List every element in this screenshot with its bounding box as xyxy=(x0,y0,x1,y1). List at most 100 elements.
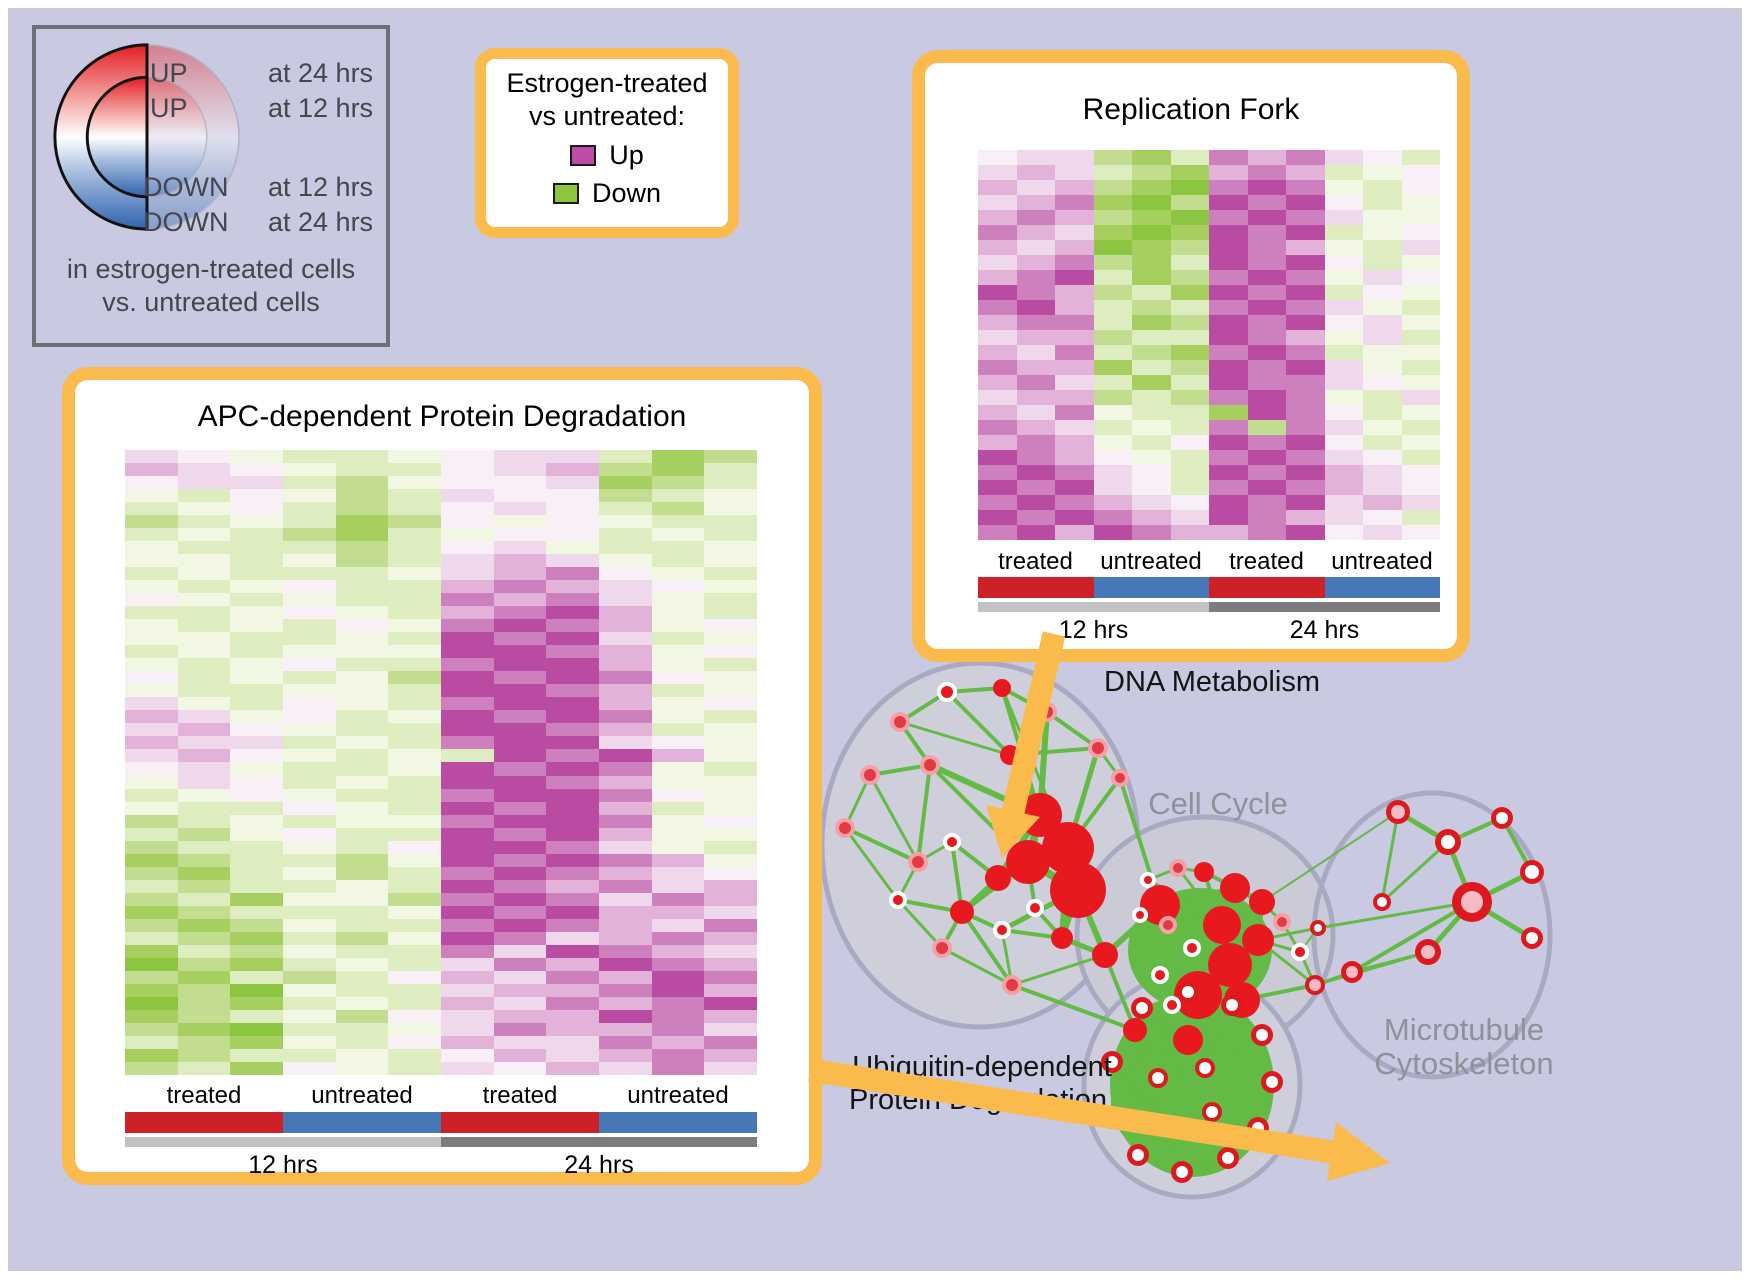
heatmap-cell xyxy=(1401,165,1440,180)
network-node xyxy=(1051,927,1073,949)
heatmap-cell xyxy=(283,658,336,672)
heatmap-cell xyxy=(651,1035,705,1049)
heatmap-cell xyxy=(546,957,599,971)
heatmap-cell xyxy=(388,502,441,516)
legend-dir-down-12: DOWN xyxy=(143,172,229,202)
heatmap-cell xyxy=(1363,225,1402,240)
network-edge xyxy=(1011,953,1106,987)
heatmap-cell xyxy=(441,892,494,906)
heatmap-cell xyxy=(493,697,547,711)
apc-treated-bar-12 xyxy=(125,1112,283,1133)
legend-time-12-up: at 12 hrs xyxy=(268,93,374,123)
heatmap-cell xyxy=(1363,165,1402,180)
heatmap-cell xyxy=(651,892,705,906)
heatmap-cell xyxy=(704,788,757,802)
heatmap-cell xyxy=(388,1048,441,1062)
heatmap-cell xyxy=(125,658,178,672)
heatmap-cell xyxy=(1055,495,1094,510)
heatmap-cell xyxy=(1209,225,1248,240)
heatmap-cell xyxy=(493,710,547,724)
heatmap-cell xyxy=(125,762,178,776)
heatmap-cell xyxy=(125,619,178,633)
heatmap-cell xyxy=(177,801,231,815)
heatmap-cell xyxy=(283,918,336,932)
heatmap-cell xyxy=(599,918,652,932)
heatmap-cell xyxy=(441,697,494,711)
legend-dir-up-12: UP xyxy=(150,93,188,123)
heatmap-cell xyxy=(283,710,336,724)
heatmap-cell xyxy=(1324,285,1363,300)
heatmap-cell xyxy=(1093,210,1132,225)
heatmap-cell xyxy=(1016,525,1055,540)
heatmap-cell xyxy=(388,1009,441,1023)
heatmap-cell xyxy=(125,450,178,464)
heatmap-cell xyxy=(978,345,1017,360)
heatmap-cell xyxy=(230,788,283,802)
heatmap-cell xyxy=(1363,210,1402,225)
heatmap-cell xyxy=(283,775,336,789)
heatmap-cell xyxy=(1209,525,1248,540)
heatmap-cell xyxy=(1363,345,1402,360)
estrogen-key-title-line2: vs untreated: xyxy=(528,101,686,131)
network-node-center xyxy=(1525,865,1539,879)
heatmap-cell xyxy=(441,853,494,867)
network-edge xyxy=(941,946,1013,987)
heatmap-cell xyxy=(388,710,441,724)
heatmap-cell xyxy=(1401,240,1440,255)
heatmap-cell xyxy=(1016,465,1055,480)
heatmap-cell xyxy=(388,567,441,581)
heatmap-cell xyxy=(1093,420,1132,435)
heatmap-cell xyxy=(599,476,652,490)
heatmap-cell xyxy=(177,775,231,789)
heatmap-cell xyxy=(230,762,283,776)
heatmap-cell xyxy=(651,905,705,919)
rf-24hrs-bar xyxy=(1209,602,1440,612)
apc-title: APC-dependent Protein Degradation xyxy=(197,400,687,433)
heatmap-cell xyxy=(1170,345,1209,360)
network-node-center xyxy=(1266,1076,1278,1088)
network-node-center xyxy=(1152,1072,1164,1084)
heatmap-cell xyxy=(1170,240,1209,255)
network-node-center xyxy=(1421,945,1435,959)
heatmap-cell xyxy=(1209,180,1248,195)
heatmap-cell xyxy=(651,502,705,516)
heatmap-cell xyxy=(1055,225,1094,240)
heatmap-cell xyxy=(388,489,441,503)
heatmap-cell xyxy=(283,541,336,555)
heatmap-cell xyxy=(125,931,178,945)
network-node-center xyxy=(864,769,876,781)
network-node-center xyxy=(1182,986,1194,998)
heatmap-cell xyxy=(1401,210,1440,225)
network-node-center xyxy=(1309,979,1321,991)
heatmap-cell xyxy=(978,495,1017,510)
heatmap-cell xyxy=(441,476,494,490)
heatmap-cell xyxy=(1209,150,1248,165)
heatmap-cell xyxy=(283,1022,336,1036)
heatmap-cell xyxy=(704,1061,757,1075)
network-node-center xyxy=(1144,876,1152,884)
heatmap-cell xyxy=(651,879,705,893)
heatmap-cell xyxy=(230,801,283,815)
apc-heatmap xyxy=(125,450,757,1075)
inner-ring-right-half xyxy=(146,76,208,198)
heatmap-cell xyxy=(651,944,705,958)
heatmap-cell xyxy=(704,658,757,672)
heatmap-cell xyxy=(651,957,705,971)
legend-time-24-up: at 24 hrs xyxy=(268,58,374,88)
heatmap-cell xyxy=(546,697,599,711)
network-edge xyxy=(1317,900,1473,930)
heatmap-cell xyxy=(978,225,1017,240)
heatmap-cell xyxy=(546,996,599,1010)
heatmap-cell xyxy=(493,736,547,750)
heatmap-cell xyxy=(704,996,757,1010)
heatmap-cell xyxy=(1286,525,1325,540)
heatmap-cell xyxy=(651,918,705,932)
heatmap-cell xyxy=(441,1022,494,1036)
heatmap-cell xyxy=(1093,300,1132,315)
heatmap-cell xyxy=(230,905,283,919)
heatmap-cell xyxy=(1016,480,1055,495)
heatmap-cell xyxy=(978,330,1017,345)
heatmap-cell xyxy=(1286,330,1325,345)
heatmap-cell xyxy=(177,853,231,867)
heatmap-cell xyxy=(1401,480,1440,495)
